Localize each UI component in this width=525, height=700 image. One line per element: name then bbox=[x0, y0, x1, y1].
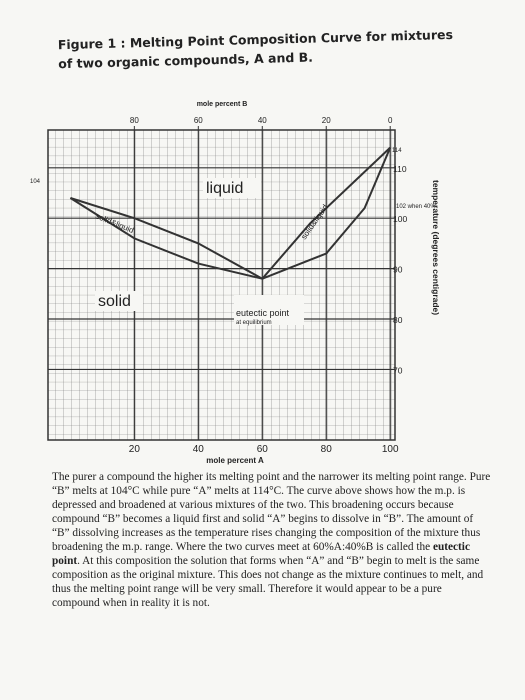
text: . At this composition the solution that … bbox=[52, 555, 484, 609]
plot-frame bbox=[47, 129, 396, 441]
region-label: solid bbox=[98, 293, 131, 310]
label-box bbox=[203, 178, 261, 198]
top-axis-label: mole percent B bbox=[197, 101, 248, 108]
label-box bbox=[95, 291, 143, 311]
annotation: 102 when 40% bbox=[396, 204, 436, 210]
annotation: eutectic point bbox=[236, 308, 290, 318]
top-tick-label: 80 bbox=[130, 116, 139, 125]
curve bbox=[261, 146, 391, 280]
region-label: liquid bbox=[206, 180, 243, 197]
annotation: 114 bbox=[392, 148, 402, 154]
curve bbox=[261, 147, 392, 280]
y-tick-label: 80 bbox=[393, 315, 403, 325]
x-tick-label: 100 bbox=[382, 444, 399, 455]
annotation: at equilibrium bbox=[236, 320, 272, 326]
x-tick-label: 60 bbox=[257, 444, 269, 455]
top-tick-label: 40 bbox=[258, 116, 267, 125]
bottom-axis-label: mole percent A bbox=[206, 456, 264, 465]
curve bbox=[69, 197, 263, 280]
y-tick-label: 100 bbox=[393, 214, 407, 224]
curve bbox=[70, 197, 263, 280]
x-tick-label: 20 bbox=[129, 444, 141, 455]
bold-term: eutectic point bbox=[52, 541, 470, 567]
y-tick-label: 110 bbox=[393, 164, 407, 174]
top-tick-label: 60 bbox=[194, 116, 203, 125]
label-box bbox=[234, 295, 304, 325]
x-tick-label: 80 bbox=[321, 444, 333, 455]
paragraph: The purer a compound the higher its melt… bbox=[52, 470, 492, 610]
y-tick-label: 70 bbox=[393, 365, 403, 375]
chart: 20 40 60 80 100 80 60 40 20 0 110 100 90 80 70 mole per… bbox=[30, 101, 441, 465]
x-tick-label: 40 bbox=[193, 444, 205, 455]
top-tick-label: 0 bbox=[388, 116, 393, 125]
annotation: 104 bbox=[30, 179, 41, 185]
text: The purer a compound the higher its melt… bbox=[52, 471, 491, 553]
y-tick-label: 90 bbox=[393, 265, 403, 275]
top-tick-label: 20 bbox=[322, 116, 331, 125]
right-axis-label: temperature (degrees centigrade) bbox=[431, 180, 441, 315]
